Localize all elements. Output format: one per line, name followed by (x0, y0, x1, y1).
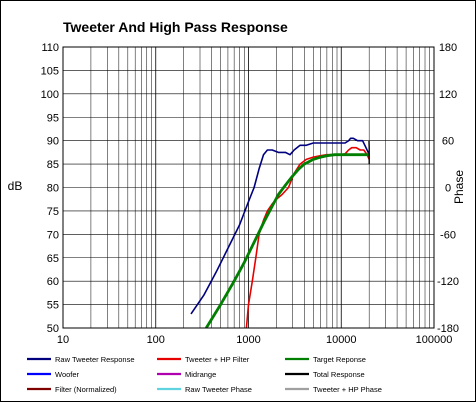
y-tick-label: 110 (41, 42, 59, 54)
y2-tick-label: 120 (439, 89, 457, 101)
x-tick-label: 10000 (326, 334, 357, 346)
y-tick-label: 60 (47, 276, 59, 288)
legend-label: Target Reponse (313, 355, 366, 364)
legend-label: Tweeter + HP Filter (185, 355, 250, 364)
y-tick-label: 50 (47, 323, 59, 335)
series-line-target-reponse (205, 153, 370, 328)
legend-label: Woofer (55, 370, 80, 379)
y-axis-label: dB (8, 179, 23, 193)
y2-tick-label: -120 (437, 276, 459, 288)
series-layer (190, 137, 370, 328)
x-tick-label: 100 (147, 334, 165, 346)
y-tick-label: 105 (41, 65, 59, 77)
y2-axis-label: Phase (452, 170, 466, 204)
y-tick-label: 55 (47, 300, 59, 312)
chart-title: Tweeter And High Pass Response (63, 19, 288, 35)
grid (62, 46, 434, 329)
y2-tick-label: 60 (442, 136, 454, 148)
x-tick-label: 1000 (236, 334, 260, 346)
legend: Raw Tweeter Response Tweeter + HP Filter T… (27, 355, 382, 394)
x-tick-label: 10 (57, 334, 69, 346)
y-tick-label: 65 (47, 253, 59, 265)
y2-tick-label: 0 (445, 183, 451, 195)
legend-label: Raw Tweeter Phase (185, 385, 252, 394)
legend-label: Raw Tweeter Response (55, 355, 135, 364)
y-axis-ticks: 50 55 60 65 70 75 80 85 90 95 100 105 110 (41, 42, 59, 335)
legend-label: Tweeter + HP Phase (313, 385, 382, 394)
y-tick-label: 95 (47, 112, 59, 124)
legend-label: Total Response (313, 370, 365, 379)
y-tick-label: 100 (41, 89, 59, 101)
x-axis-ticks: 10 100 1000 10000 100000 (57, 334, 452, 346)
y-tick-label: 90 (47, 136, 59, 148)
y-tick-label: 80 (47, 183, 59, 195)
y2-tick-label: -180 (437, 323, 459, 335)
y-tick-label: 70 (47, 229, 59, 241)
y2-axis-ticks: -180 -120 -60 0 60 120 180 (437, 42, 459, 335)
y-tick-label: 75 (47, 206, 59, 218)
y2-tick-label: -60 (440, 229, 456, 241)
series-line-raw-tweeter-response (190, 137, 370, 315)
legend-label: Filter (Normalized) (55, 385, 117, 394)
y2-tick-label: 180 (439, 42, 457, 54)
y-tick-label: 85 (47, 159, 59, 171)
legend-label: Midrange (185, 370, 216, 379)
x-tick-label: 100000 (416, 334, 453, 346)
plot-border (62, 46, 435, 329)
